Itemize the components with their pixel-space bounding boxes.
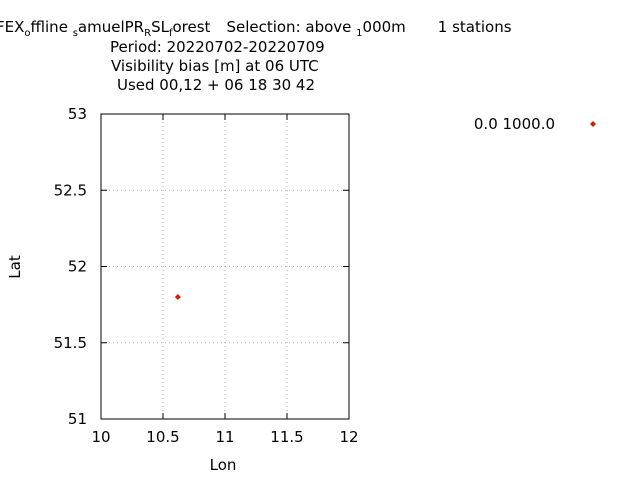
station-count: 1 stations [437,18,512,36]
title-subscript: f [168,28,173,39]
title-fragment: amuelPR [77,18,145,36]
x-tick-label: 11.5 [270,428,303,446]
y-tick-label: 53 [68,105,87,123]
title-subscript: s [72,28,78,39]
y-tick-label: 52.5 [54,181,87,199]
y-tick-label: 51.5 [54,334,87,352]
title-fragment: orest [172,18,211,36]
x-axis-label: Lon [210,456,237,474]
legend: 0.0 1000.0 [474,115,596,133]
grid [101,114,349,419]
title-subscript: R [144,28,152,39]
title-metric: Visibility bias [m] at 06 UTC [111,57,319,75]
title-period: Period: 20220702-20220709 [110,38,325,56]
title-subscript: 1 [356,28,363,39]
x-tick-label: 10.5 [146,428,179,446]
title-line-experiment: FEXoffline samuelPRRSLforest Selection: a… [0,18,512,39]
legend-marker [590,121,596,127]
data-point [174,294,181,300]
x-tick-label: 12 [339,428,358,446]
title-fragment: FEX [0,18,25,36]
legend-label: 0.0 1000.0 [474,115,555,133]
selection-suffix: 000m [362,18,406,36]
y-axis-label: Lat [6,255,24,279]
title-fragment: SL [151,18,169,36]
selection-label: Selection: above [226,18,357,36]
title-subscript: o [24,28,31,39]
data-points [174,294,181,300]
title-fragment: ffline [30,18,73,36]
x-tick-label: 10 [91,428,110,446]
y-tick-label: 52 [68,258,87,276]
y-tick-label: 51 [68,410,87,428]
x-tick-label: 11 [215,428,234,446]
title-used-hours: Used 00,12 + 06 18 30 42 [117,76,316,94]
axis-ticks: 10 10.5 11 11.5 12 51 51.5 52 52.5 53 [54,105,359,446]
